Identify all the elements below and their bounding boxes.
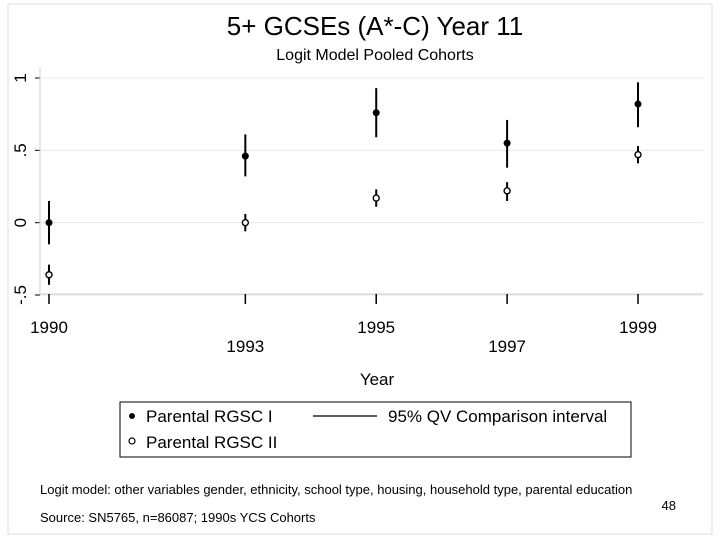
point-0-1990 [45,219,53,227]
point-0-1997 [503,139,511,147]
legend: Parental RGSC I 95% QV Comparison interv… [119,401,632,458]
data-marks [45,82,642,285]
axes: -.5 0 .5 1 1990 1993 1995 1997 1999 [11,68,703,356]
page-number: 48 [662,498,676,513]
legend-symbol-filled-circle [129,413,135,419]
chart-title: 5+ GCSEs (A*-C) Year 11 [227,11,524,41]
legend-box [119,401,632,458]
point-1-1990 [45,271,53,279]
source-note: Source: SN5765, n=86087; 1990s YCS Cohor… [40,510,316,525]
point-1-1993 [241,218,250,227]
chart-subtitle: Logit Model Pooled Cohorts [276,47,473,64]
model-note: Logit model: other variables gender, eth… [40,482,632,497]
y-tick-label-2: .5 [11,143,30,157]
point-0-1999 [634,100,642,108]
chart-frame [7,3,713,535]
y-tick-label-3: 1 [11,73,30,82]
y-tick-label-0: -.5 [11,285,30,305]
x-tick-label-3: 1997 [488,337,526,356]
grid [40,77,703,296]
x-axis-label: Year [360,370,395,389]
x-tick-label-1: 1993 [226,337,264,356]
x-tick-label-0: 1990 [30,318,68,337]
x-tick-label-4: 1999 [619,318,657,337]
point-0-1993 [241,152,249,160]
legend-label-rgsc-i: Parental RGSC I [146,407,273,426]
y-tick-label-1: 0 [11,218,30,227]
point-0-1995 [372,109,380,117]
legend-label-rgsc-ii: Parental RGSC II [146,433,277,452]
x-tick-label-2: 1995 [357,318,395,337]
point-1-1999 [634,150,642,159]
legend-label-qv-interval: 95% QV Comparison interval [388,407,607,426]
plot-area [40,68,703,294]
legend-symbol-hollow-circle [128,437,136,445]
point-1-1995 [372,194,380,202]
point-1-1997 [503,187,511,195]
